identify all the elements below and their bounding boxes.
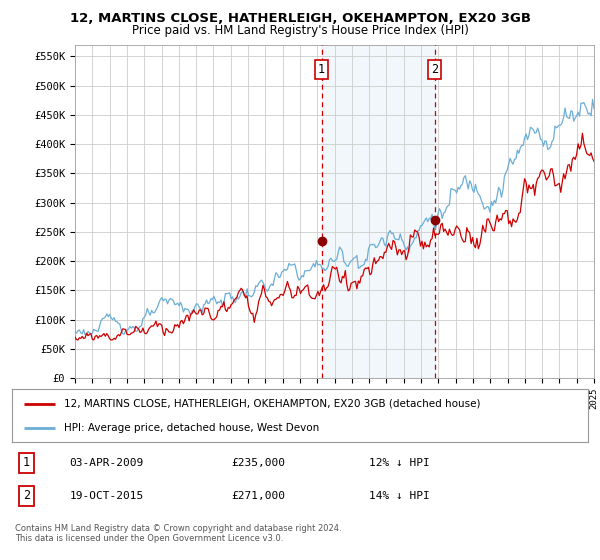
- Text: £235,000: £235,000: [231, 458, 285, 468]
- Text: 1: 1: [23, 456, 30, 469]
- Text: 2: 2: [23, 489, 30, 502]
- Text: 19-OCT-2015: 19-OCT-2015: [70, 491, 144, 501]
- Text: 03-APR-2009: 03-APR-2009: [70, 458, 144, 468]
- Text: £271,000: £271,000: [231, 491, 285, 501]
- Text: 2: 2: [431, 63, 439, 76]
- Text: 14% ↓ HPI: 14% ↓ HPI: [369, 491, 430, 501]
- Text: 12, MARTINS CLOSE, HATHERLEIGH, OKEHAMPTON, EX20 3GB (detached house): 12, MARTINS CLOSE, HATHERLEIGH, OKEHAMPT…: [64, 399, 481, 409]
- Text: Price paid vs. HM Land Registry's House Price Index (HPI): Price paid vs. HM Land Registry's House …: [131, 24, 469, 36]
- Text: Contains HM Land Registry data © Crown copyright and database right 2024.
This d: Contains HM Land Registry data © Crown c…: [15, 524, 341, 543]
- Text: 12% ↓ HPI: 12% ↓ HPI: [369, 458, 430, 468]
- Text: HPI: Average price, detached house, West Devon: HPI: Average price, detached house, West…: [64, 423, 319, 433]
- Bar: [322, 45, 435, 378]
- Text: 12, MARTINS CLOSE, HATHERLEIGH, OKEHAMPTON, EX20 3GB: 12, MARTINS CLOSE, HATHERLEIGH, OKEHAMPT…: [70, 12, 530, 25]
- Text: 1: 1: [318, 63, 325, 76]
